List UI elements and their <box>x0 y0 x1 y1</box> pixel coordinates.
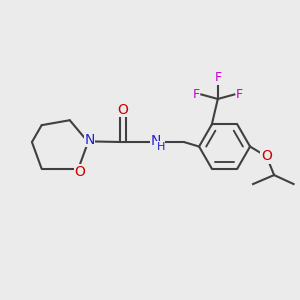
Text: H: H <box>157 142 165 152</box>
Text: F: F <box>192 88 200 101</box>
Text: O: O <box>261 149 272 163</box>
Text: N: N <box>84 133 95 147</box>
Text: F: F <box>236 88 243 101</box>
Text: O: O <box>74 165 85 179</box>
Text: F: F <box>214 71 221 85</box>
Text: N: N <box>151 134 161 148</box>
Text: O: O <box>117 103 128 117</box>
